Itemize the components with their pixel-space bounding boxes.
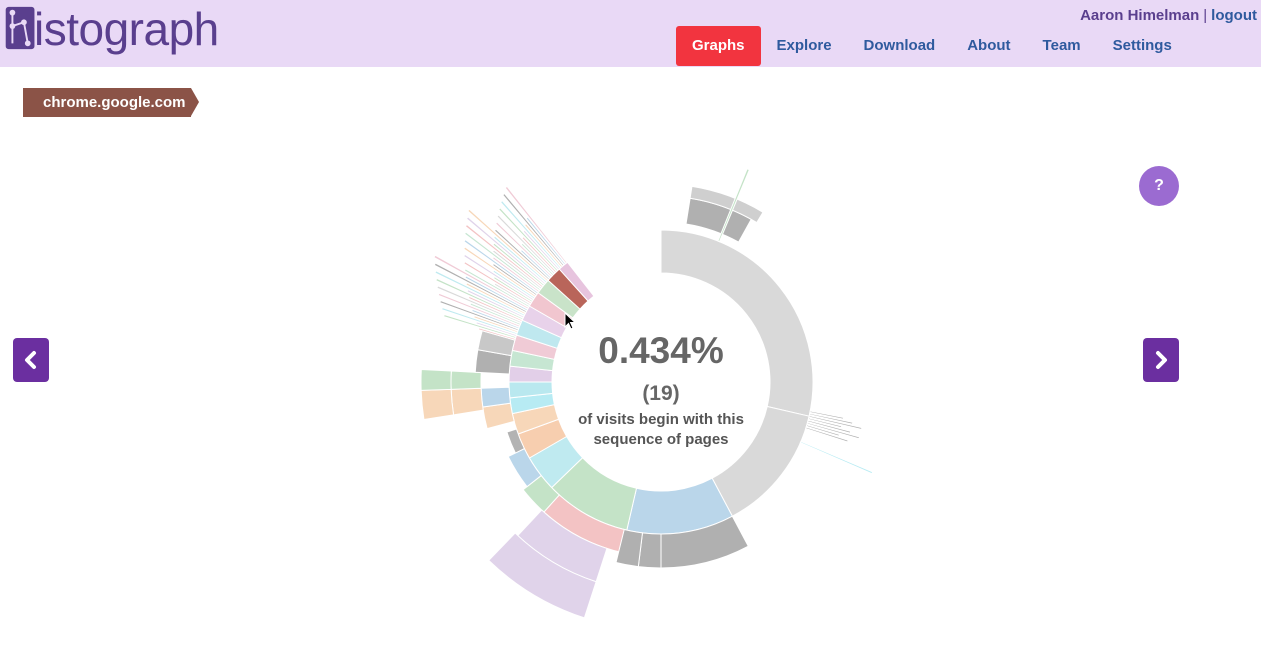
sunburst-segment[interactable]: [506, 428, 526, 454]
sunburst-segment[interactable]: [467, 208, 549, 282]
user-name[interactable]: Aaron Himelman: [1080, 7, 1200, 24]
sunburst-segment[interactable]: [491, 249, 543, 290]
sunburst-segment[interactable]: [799, 440, 874, 475]
breadcrumb[interactable]: chrome.google.com: [23, 88, 199, 117]
sunburst-segment[interactable]: [805, 426, 849, 443]
mouse-pointer-icon: [564, 312, 577, 330]
sunburst-segment[interactable]: [492, 269, 536, 300]
logout-link[interactable]: logout: [1211, 7, 1257, 24]
sunburst-segment[interactable]: [522, 229, 561, 271]
sunburst-segment[interactable]: [480, 386, 512, 408]
sunburst-segment[interactable]: [450, 370, 482, 390]
sunburst-segment[interactable]: [477, 327, 516, 341]
sunburst-segment[interactable]: [494, 221, 553, 278]
prev-button[interactable]: [13, 338, 49, 382]
user-line: Aaron Himelman | logout: [1080, 7, 1257, 24]
center-description: of visits begin with this sequence of pa…: [578, 411, 744, 448]
sunburst-segment[interactable]: [440, 306, 518, 336]
top-bar: istograph Aaron Himelman | logout Graphs E…: [0, 0, 1261, 67]
sunburst-segment[interactable]: [496, 214, 556, 275]
sunburst-segment[interactable]: [492, 276, 534, 303]
chevron-right-icon: [1156, 351, 1167, 369]
sunburst-segment[interactable]: [437, 292, 521, 328]
sunburst-segment[interactable]: [467, 295, 523, 323]
sunburst-segment[interactable]: [434, 270, 526, 317]
sunburst-segment[interactable]: [433, 254, 530, 310]
sunburst-segment[interactable]: [433, 262, 528, 314]
user-separator: |: [1203, 7, 1208, 24]
next-button[interactable]: [1143, 338, 1179, 382]
sunburst-segment[interactable]: [499, 199, 562, 270]
sunburst-segment[interactable]: [504, 185, 568, 265]
sunburst-segment[interactable]: [807, 419, 852, 434]
sunburst-segment[interactable]: [463, 260, 533, 305]
sunburst-segment[interactable]: [464, 275, 529, 312]
sunburst-segment[interactable]: [689, 185, 764, 224]
sunburst-segment[interactable]: [520, 242, 555, 277]
sunburst-segment[interactable]: [806, 422, 861, 440]
tab-settings[interactable]: Settings: [1112, 37, 1172, 54]
sunburst-segment[interactable]: [523, 223, 564, 268]
sunburst-segment[interactable]: [808, 412, 854, 425]
sunburst-segment[interactable]: [492, 242, 545, 287]
help-button[interactable]: ?: [1139, 166, 1179, 206]
sunburst-segment[interactable]: [493, 282, 532, 307]
sunburst-segment[interactable]: [463, 238, 539, 295]
tab-explore[interactable]: Explore: [776, 37, 832, 54]
sunburst-segment[interactable]: [471, 308, 520, 330]
sunburst-segment[interactable]: [469, 302, 522, 326]
sunburst-segment[interactable]: [450, 387, 484, 416]
sunburst-segment[interactable]: [420, 368, 452, 391]
sunburst-segment[interactable]: [615, 528, 644, 568]
sunburst-segment[interactable]: [492, 235, 548, 284]
sunburst-segment[interactable]: [465, 216, 547, 286]
tab-graphs[interactable]: Graphs: [676, 26, 761, 66]
sunburst-segment[interactable]: [809, 410, 845, 420]
sunburst-segment[interactable]: [491, 256, 540, 293]
chevron-left-icon: [25, 351, 36, 369]
sunburst-segment[interactable]: [482, 402, 515, 430]
tab-about[interactable]: About: [967, 37, 1011, 54]
sunburst-segment[interactable]: [466, 289, 525, 319]
center-count: (19): [642, 382, 680, 405]
sunburst-segment[interactable]: [488, 532, 597, 619]
sunburst-segment[interactable]: [493, 228, 551, 281]
tab-team[interactable]: Team: [1042, 37, 1081, 54]
sunburst-segment[interactable]: [475, 321, 518, 337]
sunburst-segment[interactable]: [462, 246, 537, 298]
sunburst-segment[interactable]: [521, 236, 558, 274]
sunburst-segment[interactable]: [717, 168, 751, 243]
sunburst-segment[interactable]: [473, 315, 519, 334]
sunburst-segment[interactable]: [462, 253, 535, 302]
logo-text: istograph: [34, 3, 219, 55]
sunburst-segment[interactable]: [463, 268, 531, 308]
sunburst-segment[interactable]: [525, 216, 567, 266]
center-percentage: 0.434%: [598, 330, 724, 371]
sunburst-segment[interactable]: [491, 262, 538, 297]
sunburst-segment[interactable]: [420, 388, 455, 421]
sunburst-segment[interactable]: [805, 424, 841, 437]
sunburst-segment[interactable]: [501, 192, 565, 267]
sunburst-segment[interactable]: [808, 415, 863, 430]
sunburst-segment[interactable]: [463, 231, 542, 292]
sunburst-segment[interactable]: [443, 313, 517, 339]
sunburst-segment[interactable]: [807, 417, 843, 429]
sunburst-segment[interactable]: [519, 249, 552, 280]
sunburst-segment[interactable]: [497, 207, 559, 272]
main-nav: Graphs Explore Download About Team Setti…: [676, 26, 1188, 66]
sunburst-segment[interactable]: [465, 282, 527, 315]
sunburst-segment[interactable]: [436, 285, 523, 324]
tab-download[interactable]: Download: [863, 37, 936, 54]
histograph-logo-icon: [5, 6, 35, 50]
sunburst-segment[interactable]: [439, 299, 520, 332]
sunburst-segment[interactable]: [435, 277, 524, 321]
sunburst-segment[interactable]: [464, 223, 544, 289]
